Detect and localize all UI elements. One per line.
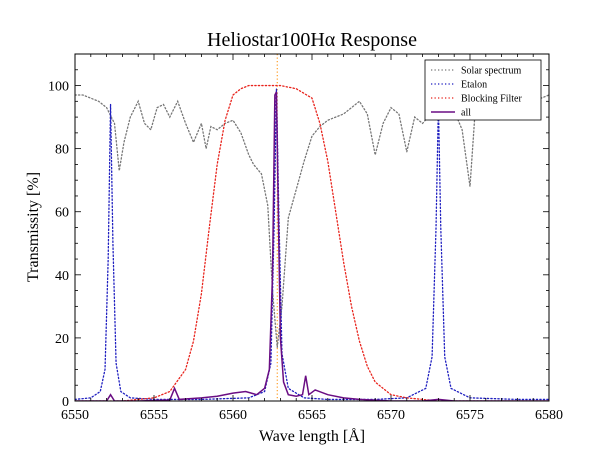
y-tick-label: 60 bbox=[55, 206, 69, 221]
series-line-blocking-filter bbox=[75, 84, 549, 401]
legend: Solar spectrum Etalon Blocking Filter all bbox=[424, 59, 542, 121]
chart-title: Heliostar100Hα Response bbox=[207, 29, 417, 51]
tick-layer: 6550 6555 6560 6565 6570 6575 6580 0 20 40 60 80 100 bbox=[48, 53, 563, 423]
x-tick-label: 6570 bbox=[377, 408, 405, 423]
x-tick-label: 6575 bbox=[456, 408, 484, 423]
x-tick-label: 6580 bbox=[535, 408, 563, 423]
legend-box bbox=[424, 59, 542, 121]
y-tick-label: 80 bbox=[55, 143, 69, 158]
legend-label-etalon: Etalon bbox=[461, 80, 487, 91]
y-tick-label: 100 bbox=[48, 80, 69, 95]
series-line-all bbox=[75, 91, 549, 401]
x-tick-label: 6555 bbox=[140, 408, 168, 423]
y-tick-label: 20 bbox=[55, 332, 69, 347]
series-line-solar-spectrum bbox=[75, 94, 549, 348]
x-axis-label: Wave length [Å] bbox=[259, 427, 365, 445]
legend-label-solar-spectrum: Solar spectrum bbox=[461, 66, 521, 77]
y-axis-label: Transmissity [%] bbox=[25, 172, 42, 282]
legend-label-all: all bbox=[461, 108, 471, 119]
series-line-etalon bbox=[75, 88, 549, 401]
y-tick-label: 0 bbox=[62, 395, 69, 410]
legend-label-blocking-filter: Blocking Filter bbox=[461, 94, 523, 105]
x-tick-label: 6550 bbox=[61, 408, 89, 423]
x-tick-label: 6560 bbox=[219, 408, 247, 423]
y-tick-label: 40 bbox=[55, 269, 69, 284]
x-tick-label: 6565 bbox=[298, 408, 326, 423]
series-layer bbox=[75, 84, 549, 401]
